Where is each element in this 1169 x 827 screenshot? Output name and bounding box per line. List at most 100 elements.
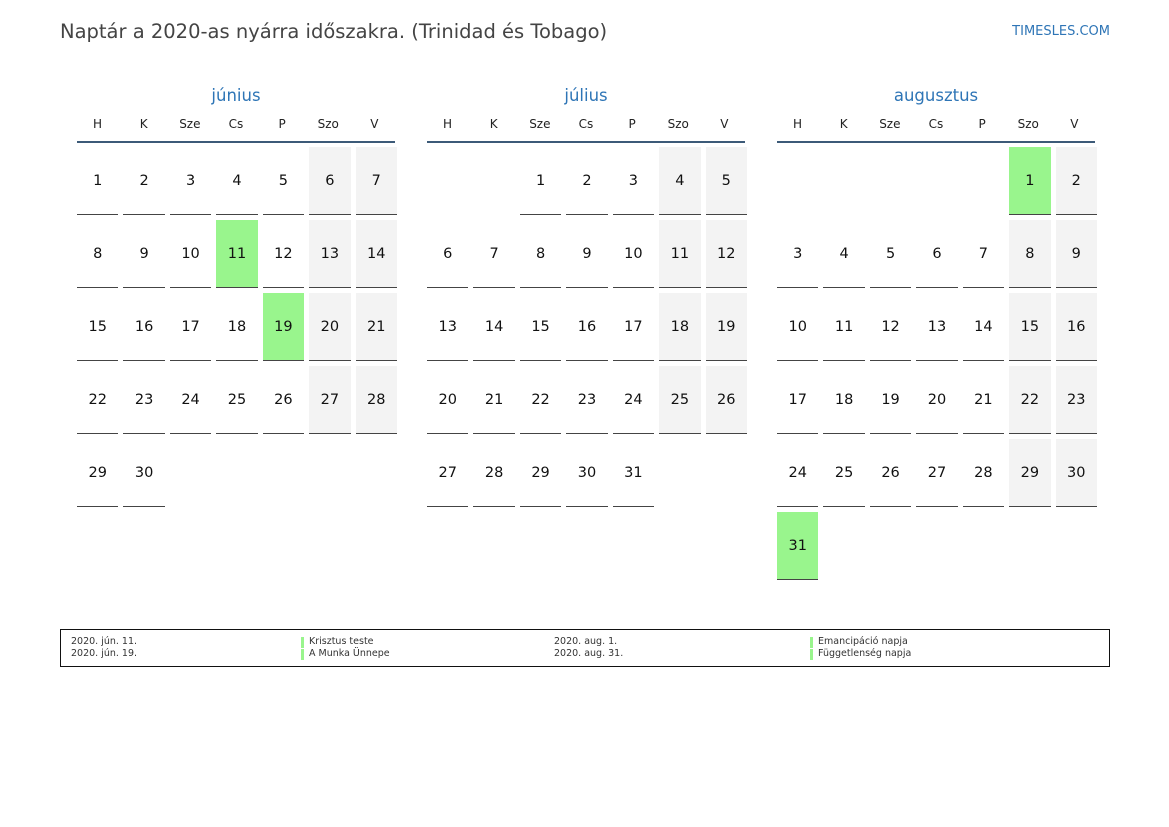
empty-cell: [777, 147, 818, 215]
day-cell: 12: [705, 220, 747, 288]
weekday-label: K: [839, 117, 848, 131]
day-cell: 21: [473, 366, 515, 434]
day-cell: 16: [566, 293, 608, 361]
day-cell: 11: [659, 220, 701, 288]
month-name: augusztus: [893, 86, 979, 105]
day-cell: 21: [962, 366, 1005, 434]
day-cell: 13: [916, 293, 958, 361]
legend-holiday-name: Krisztus teste: [309, 636, 374, 647]
day-cell: 8: [77, 220, 119, 288]
legend-holiday-name: Függetlenség napja: [818, 648, 912, 659]
day-cell: 26: [705, 366, 747, 434]
holiday-day-cell: 31: [777, 512, 819, 580]
day-cell: 10: [169, 220, 212, 288]
day-cell: 12: [869, 293, 912, 361]
legend-date: 2020. aug. 1.: [554, 636, 618, 647]
day-cell: 17: [777, 366, 819, 434]
day-grid: 1 2 3 4 5 6 7 8 9 10 11 12 13 14 15 16 17 18 19 20 21 22 23 24 2…: [77, 147, 397, 507]
day-cell: 25: [823, 439, 865, 507]
day-grid: 1 2 3 4 5 6 7 8 9 10 11 12 13 14 15 16 17 18 19 20 21 22 23 24 2…: [777, 147, 1097, 580]
day-cell: 10: [777, 293, 819, 361]
day-cell: 14: [355, 220, 397, 288]
day-cell: 28: [355, 366, 397, 434]
weekday-label: H: [793, 117, 803, 131]
holiday-day-cell: 19: [262, 293, 305, 361]
legend-names-right: Emancipáció napja Függetlenség napja: [810, 636, 911, 660]
day-cell: 8: [519, 220, 562, 288]
empty-cell: [823, 147, 864, 215]
day-cell: 25: [659, 366, 701, 434]
weekday-label: Cs: [578, 117, 594, 131]
holiday-marker: [810, 648, 813, 660]
legend-dates-left: 2020. jún. 11. 2020. jún. 19.: [71, 636, 137, 660]
month-name: július: [564, 86, 608, 105]
day-cell: 20: [916, 366, 958, 434]
day-cell: 24: [777, 439, 819, 507]
holiday-marker: [301, 636, 304, 648]
day-cell: 9: [566, 220, 608, 288]
day-cell: 2: [566, 147, 608, 215]
holiday-marker: [810, 636, 813, 648]
day-cell: 3: [612, 147, 655, 215]
month-july: július H K Sze Cs P Szo V 1 2 3 4 5 6 7 8 9 10 11 12 13 14 1…: [427, 83, 747, 507]
day-cell: 18: [216, 293, 258, 361]
day-cell: 26: [262, 366, 305, 434]
empty-cell: [963, 147, 1004, 215]
day-cell: 5: [262, 147, 305, 215]
day-cell: 11: [823, 293, 865, 361]
day-cell: 27: [309, 366, 351, 434]
legend-dates-right: 2020. aug. 1. 2020. aug. 31.: [554, 636, 623, 660]
day-cell: 20: [427, 366, 469, 434]
day-cell: 3: [777, 220, 819, 288]
day-cell: 8: [1009, 220, 1051, 288]
month-june: június H K Sze Cs P Szo V 1 2 3 4 5 6 7 8 9 10 11 12 13 14 1…: [77, 83, 397, 507]
legend-holiday-name: Emancipáció napja: [818, 636, 908, 647]
weekday-label: Szo: [317, 117, 339, 131]
empty-cell: [916, 147, 957, 215]
weekday-label: Sze: [179, 117, 201, 131]
weekday-label: Sze: [879, 117, 901, 131]
day-cell: 22: [77, 366, 119, 434]
legend-holiday-name: A Munka Ünnepe: [309, 648, 390, 659]
day-cell: 15: [1009, 293, 1051, 361]
weekday-label: P: [978, 117, 986, 131]
weekday-label: H: [443, 117, 453, 131]
weekday-header: H K Sze Cs P Szo V: [77, 109, 395, 143]
day-cell: 27: [427, 439, 469, 507]
day-cell: 24: [612, 366, 655, 434]
day-cell: 2: [123, 147, 165, 215]
holiday-day-cell: 11: [216, 220, 258, 288]
brand-link[interactable]: TIMESLES.COM: [1012, 24, 1110, 39]
holiday-legend: 2020. jún. 11. 2020. jún. 19. Krisztus t…: [60, 629, 1110, 667]
day-cell: 23: [123, 366, 165, 434]
day-cell: 24: [169, 366, 212, 434]
day-cell: 23: [566, 366, 608, 434]
weekday-label: Sze: [529, 117, 551, 131]
day-cell: 15: [77, 293, 119, 361]
day-cell: 21: [355, 293, 397, 361]
day-cell: 3: [169, 147, 212, 215]
empty-cell: [870, 147, 911, 215]
day-cell: 26: [869, 439, 912, 507]
weekday-label: K: [489, 117, 498, 131]
weekday-header: H K Sze Cs P Szo V: [427, 109, 745, 143]
day-cell: 13: [427, 293, 469, 361]
day-cell: 30: [123, 439, 165, 507]
day-cell: 18: [823, 366, 865, 434]
empty-cell: [427, 147, 468, 215]
day-cell: 17: [612, 293, 655, 361]
day-cell: 28: [962, 439, 1005, 507]
day-cell: 6: [916, 220, 958, 288]
day-cell: 6: [309, 147, 351, 215]
weekday-label: K: [139, 117, 148, 131]
day-cell: 28: [473, 439, 515, 507]
weekday-label: Cs: [928, 117, 944, 131]
day-cell: 1: [519, 147, 562, 215]
day-cell: 5: [869, 220, 912, 288]
day-cell: 14: [473, 293, 515, 361]
month-name: június: [211, 86, 261, 105]
day-cell: 29: [77, 439, 119, 507]
day-cell: 29: [1009, 439, 1051, 507]
holiday-marker: [301, 648, 304, 660]
day-cell: 7: [473, 220, 515, 288]
